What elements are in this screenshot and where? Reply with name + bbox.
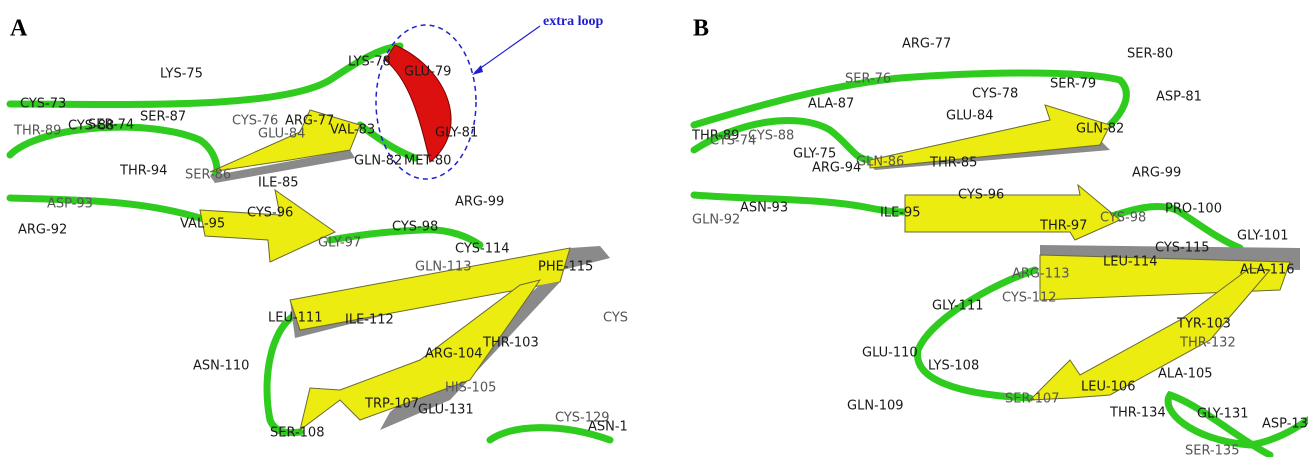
beta-strand bbox=[905, 185, 1120, 240]
residue-label: GLY-111 bbox=[932, 299, 984, 314]
residue-label: ARG-104 bbox=[425, 347, 483, 362]
residue-label: PHE-115 bbox=[538, 260, 593, 275]
residue-label: GLY-75 bbox=[793, 147, 836, 162]
residue-label: CYS-78 bbox=[972, 87, 1018, 102]
tube bbox=[917, 270, 1035, 398]
residue-label: CYS-98 bbox=[1100, 211, 1146, 226]
residue-label: THR-132 bbox=[1179, 336, 1236, 351]
residue-label: PRO-100 bbox=[1165, 202, 1222, 217]
residue-label: SER-107 bbox=[1005, 392, 1059, 407]
residue-label: ASP-93 bbox=[47, 197, 93, 212]
residue-label: GLN-113 bbox=[415, 260, 472, 275]
residue-label: GLN-109 bbox=[847, 399, 904, 414]
arrow-head bbox=[472, 65, 483, 75]
residue-label: ALA-105 bbox=[1158, 367, 1213, 382]
residue-label: SER-79 bbox=[1050, 77, 1096, 92]
residue-label: GLY-131 bbox=[1197, 407, 1249, 422]
residue-label: ALA-87 bbox=[808, 97, 854, 112]
residue-label: THR-97 bbox=[1039, 219, 1087, 234]
annotation: extra loop bbox=[543, 14, 603, 29]
residue-label: HIS-105 bbox=[445, 381, 496, 396]
residue-label: GLY-81 bbox=[435, 126, 478, 141]
residue-label: SER-80 bbox=[1127, 47, 1173, 62]
residue-label: LEU-114 bbox=[1103, 255, 1157, 270]
residue-label: ILE-85 bbox=[258, 176, 299, 191]
residue-label: LEU-106 bbox=[1081, 380, 1135, 395]
tube bbox=[694, 195, 905, 212]
residue-label: GLN-82 bbox=[354, 154, 402, 169]
residue-label: GLU-84 bbox=[946, 109, 993, 124]
residue-label: CYS-96 bbox=[958, 188, 1004, 203]
residue-label: ARG-77 bbox=[902, 37, 951, 52]
residue-label: GLY-101 bbox=[1237, 229, 1289, 244]
residue-label: CYS-96 bbox=[247, 206, 293, 221]
residue-label: CYS bbox=[603, 311, 628, 326]
residue-label: LYS-75 bbox=[160, 67, 203, 82]
residue-label: CYS-73 bbox=[20, 97, 66, 112]
residue-label: ARG-99 bbox=[1132, 166, 1181, 181]
residue-label: CYS-112 bbox=[1002, 291, 1057, 306]
residue-label: GLN-82 bbox=[1076, 122, 1124, 137]
residue-label: SER-87 bbox=[140, 110, 186, 125]
residue-label: ALA-116 bbox=[1240, 263, 1295, 278]
residue-label: GLN-86 bbox=[856, 155, 904, 170]
residue-label: TRP-107 bbox=[364, 397, 419, 412]
residue-label: THR-94 bbox=[119, 164, 167, 179]
residue-label: GLU-84 bbox=[258, 127, 305, 142]
residue-label: THR-85 bbox=[929, 156, 977, 171]
residue-label: ARG-99 bbox=[455, 195, 504, 210]
residue-label: GLY-97 bbox=[318, 236, 361, 251]
residue-label: ASN-110 bbox=[193, 359, 249, 374]
residue-label: LYS-108 bbox=[928, 359, 979, 374]
residue-label: GLU-131 bbox=[418, 403, 474, 418]
residue-label: SER-74 bbox=[88, 118, 134, 133]
structure-a bbox=[10, 25, 610, 440]
panel-label: A bbox=[10, 16, 28, 42]
panel-label: B bbox=[693, 16, 709, 42]
residue-label: ARG-94 bbox=[812, 161, 861, 176]
residue-label: ILE-112 bbox=[345, 313, 394, 328]
residue-label: ILE-95 bbox=[880, 206, 921, 221]
residue-label: LEU-111 bbox=[268, 311, 322, 326]
residue-label: SER-108 bbox=[270, 426, 324, 441]
residue-label: VAL-95 bbox=[180, 217, 225, 232]
residue-label: CYS-98 bbox=[392, 220, 438, 235]
residue-label: GLU-110 bbox=[862, 346, 918, 361]
figure: A extra loop B LYS-75CYS-73THR-89CYS-88S… bbox=[0, 0, 1308, 457]
residue-label: ARG-113 bbox=[1012, 267, 1070, 282]
residue-label: CYS-74 bbox=[710, 134, 756, 149]
residue-label: CYS-115 bbox=[1155, 241, 1210, 256]
residue-label: SER-135 bbox=[1185, 444, 1239, 457]
residue-label: TYR-103 bbox=[1176, 317, 1231, 332]
residue-label: VAL-83 bbox=[330, 123, 375, 138]
residue-label: SER-76 bbox=[845, 72, 891, 87]
residue-label: LYS-78 bbox=[348, 55, 391, 70]
residue-label: GLN-92 bbox=[692, 213, 740, 228]
residue-label: MET-80 bbox=[404, 154, 451, 169]
residue-label: THR-103 bbox=[482, 336, 539, 351]
residue-label: ASN-93 bbox=[740, 201, 788, 216]
residue-label: THR-134 bbox=[1109, 406, 1166, 421]
residue-label: GLU-79 bbox=[404, 65, 451, 80]
tube bbox=[10, 46, 400, 104]
annotation-arrow bbox=[475, 26, 540, 72]
residue-label: ASP-81 bbox=[1156, 90, 1202, 105]
residue-label: SER-86 bbox=[185, 168, 231, 183]
residue-label: ARG-92 bbox=[18, 223, 67, 238]
residue-label: THR-89 bbox=[13, 124, 61, 139]
residue-label: ASP-133 bbox=[1262, 417, 1308, 432]
residue-label: CYS-114 bbox=[455, 242, 510, 257]
residue-label: ASN-1 bbox=[588, 420, 628, 435]
